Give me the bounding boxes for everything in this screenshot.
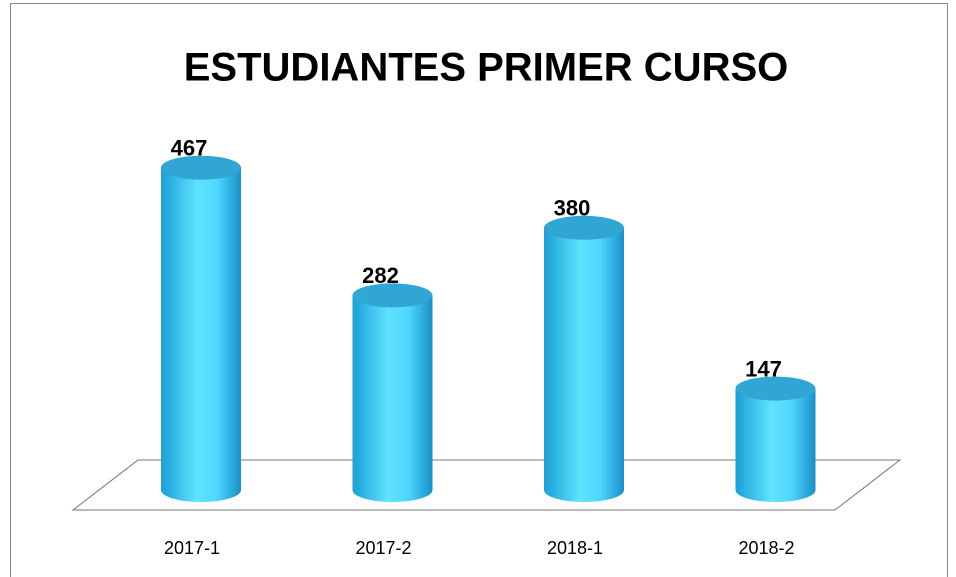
- cylinder-body: [735, 388, 816, 503]
- cylinder-top: [352, 283, 433, 308]
- cylinder-body: [161, 167, 241, 502]
- chart-title: ESTUDIANTES PRIMER CURSO: [184, 46, 789, 90]
- x-tick-label: 2018-2: [738, 538, 794, 558]
- cylinder-top: [735, 376, 816, 401]
- data-label: 467: [171, 136, 208, 161]
- data-label: 380: [554, 196, 591, 221]
- data-label: 147: [745, 356, 782, 381]
- cylinder-top: [544, 215, 624, 240]
- floor: [71, 459, 902, 511]
- data-label: 282: [362, 263, 399, 288]
- x-tick-label: 2017-1: [164, 538, 220, 558]
- x-tick-label: 2017-2: [355, 538, 411, 558]
- cylinder-body: [544, 227, 624, 503]
- cylinder-body: [352, 295, 433, 503]
- cylinder-top: [161, 155, 241, 180]
- x-tick-label: 2018-1: [547, 538, 603, 558]
